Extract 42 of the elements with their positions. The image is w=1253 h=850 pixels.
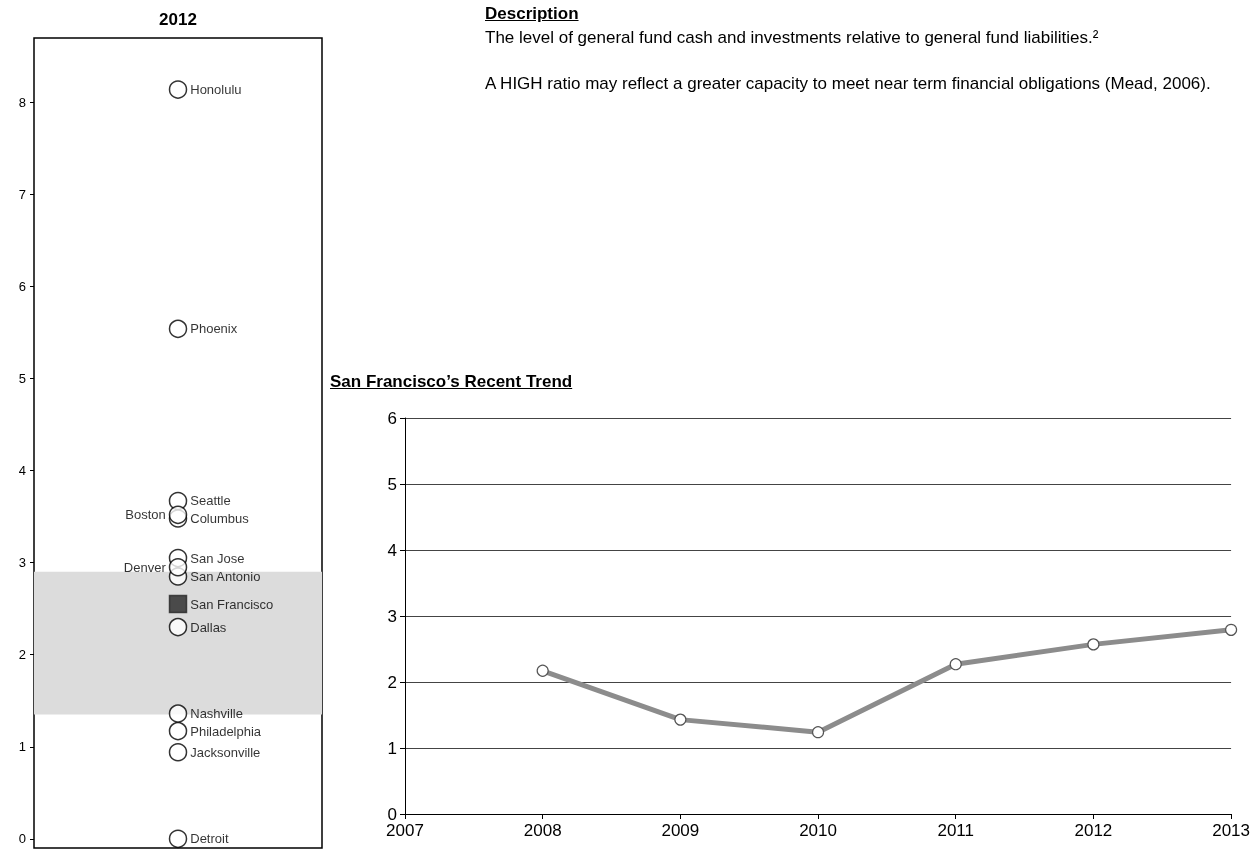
- y-tick-label: 6: [387, 408, 397, 428]
- series-label: San Antonio: [190, 568, 261, 584]
- series-label: Phoenix: [190, 321, 238, 337]
- y-tick-label: 2: [387, 672, 397, 692]
- x-tick-label: 2012: [1074, 821, 1113, 840]
- y-tick-label: 0: [387, 804, 397, 824]
- x-tick-label: 2007: [386, 821, 424, 840]
- series-label: Seattle: [190, 493, 231, 509]
- x-tick-label: 2010: [799, 821, 837, 840]
- y-tick-label: 6: [18, 279, 26, 295]
- series-label: Dallas: [190, 619, 227, 635]
- series-label: Honolulu: [190, 82, 242, 98]
- y-tick-label: 5: [387, 474, 397, 494]
- series-label: Denver: [123, 559, 167, 575]
- y-tick-label: 4: [387, 540, 397, 560]
- x-tick-label: 2008: [523, 821, 562, 840]
- series-label: Philadelphia: [190, 723, 262, 739]
- x-tick-label: 2013: [1212, 821, 1250, 840]
- text: Description: [485, 4, 580, 24]
- text: A HIGH ratio may reflect a greater capacity to meet near term financial obligations (Mead, 2006).: [485, 73, 1212, 95]
- y-tick-label: 7: [18, 186, 26, 202]
- y-tick-label: 2: [18, 647, 26, 663]
- series-label: San Jose: [190, 550, 245, 566]
- x-tick-label: 2012: [159, 10, 197, 29]
- y-tick-label: 0: [18, 831, 26, 847]
- series-label: Jacksonville: [190, 744, 261, 760]
- y-tick-label: 3: [18, 555, 26, 571]
- series-label: Columbus: [190, 510, 250, 526]
- y-tick-label: 3: [387, 606, 397, 626]
- y-tick-label: 4: [18, 463, 26, 479]
- text: The level of general fund cash and investments relative to general fund liabilities.²: [485, 27, 1100, 49]
- x-tick-label: 2009: [661, 821, 700, 840]
- series-label: Detroit: [190, 831, 229, 847]
- y-tick-label: 5: [18, 371, 26, 387]
- chart-title: San Francisco’s Recent Trend: [330, 372, 573, 392]
- y-tick-label: 1: [387, 738, 397, 758]
- y-tick-label: 1: [18, 739, 26, 755]
- x-tick-label: 2011: [937, 821, 975, 840]
- y-tick-label: 8: [18, 94, 26, 110]
- series-label: Nashville: [190, 706, 243, 722]
- series-label: Boston: [125, 507, 166, 523]
- series-label: San Francisco: [190, 596, 274, 612]
